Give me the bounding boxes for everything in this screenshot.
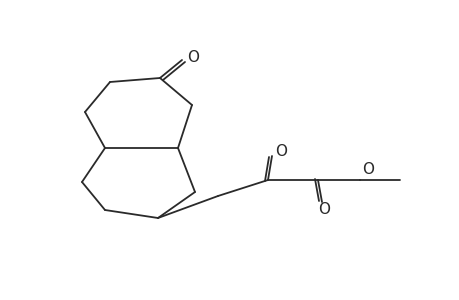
Text: O: O (317, 202, 329, 217)
Text: O: O (274, 145, 286, 160)
Text: O: O (187, 50, 199, 65)
Text: O: O (361, 163, 373, 178)
